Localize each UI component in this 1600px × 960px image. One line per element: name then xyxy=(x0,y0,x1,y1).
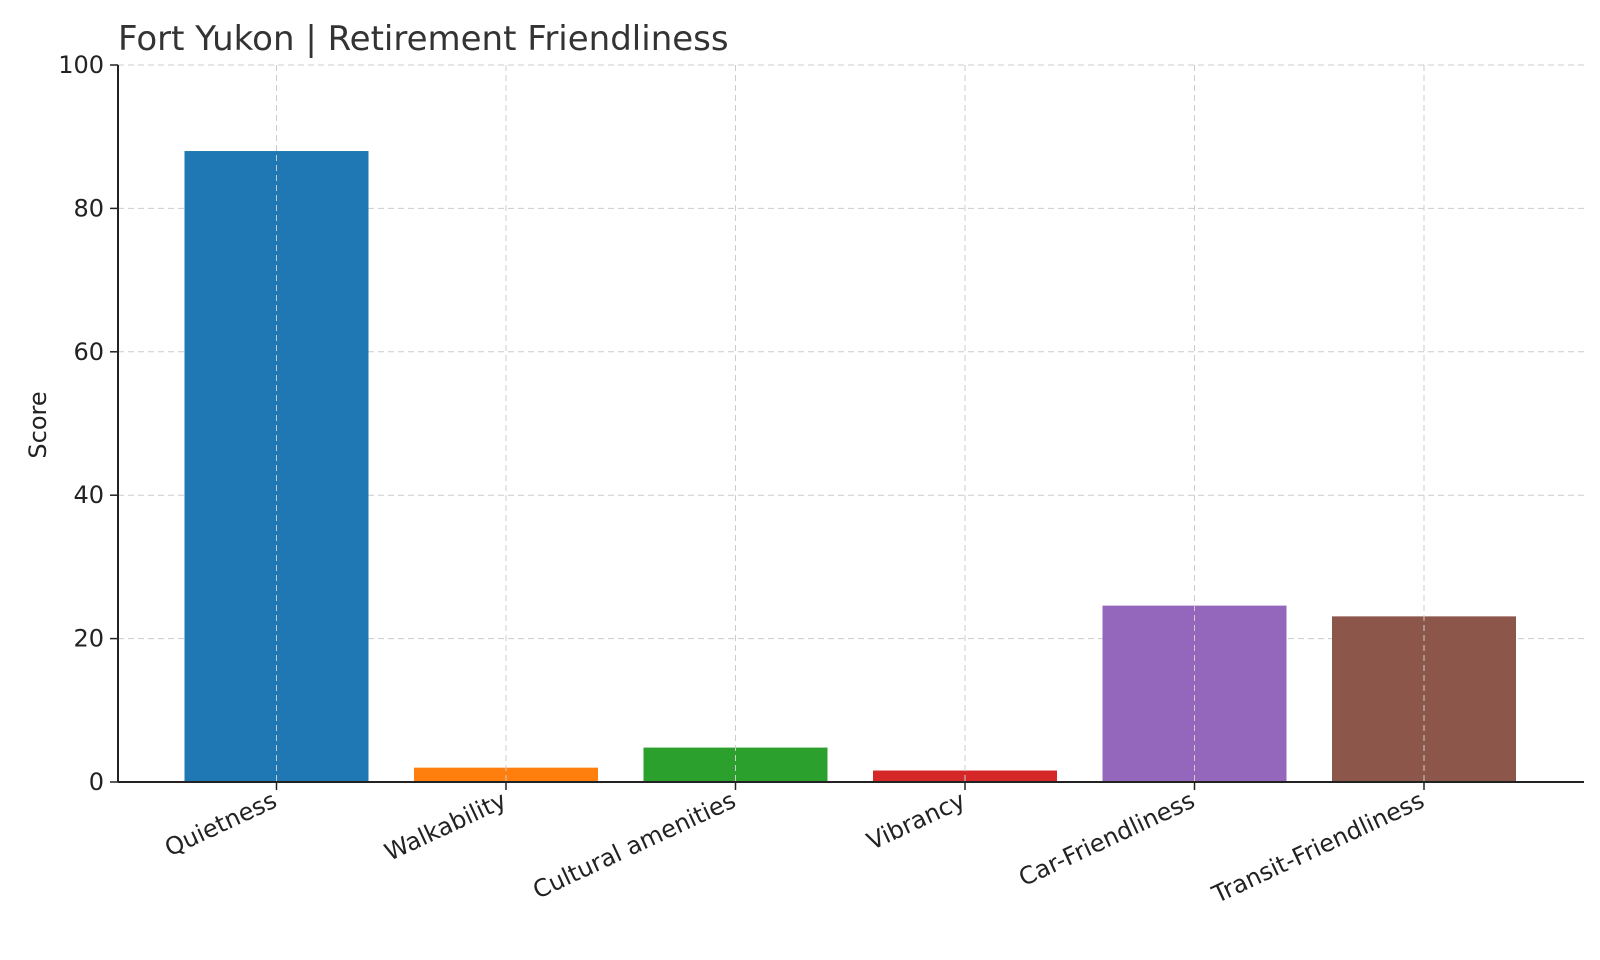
axes xyxy=(110,64,1584,790)
x-tick-label: Car-Friendliness xyxy=(1014,786,1199,892)
y-tick-label: 0 xyxy=(89,768,104,796)
x-tick-label: Transit-Friendliness xyxy=(1207,786,1428,909)
x-tick-label: Vibrancy xyxy=(863,786,970,856)
x-tick-label: Quietness xyxy=(161,786,282,862)
y-tick-label: 80 xyxy=(73,194,104,222)
bar-walkability xyxy=(414,767,598,782)
x-tick-labels: Quietness Walkability Cultural amenities Vi… xyxy=(161,786,1429,909)
y-axis-label: Score xyxy=(24,391,52,458)
x-tick-label: Walkability xyxy=(380,786,510,867)
bars xyxy=(184,151,1516,783)
x-tick-label: Cultural amenities xyxy=(529,786,740,904)
y-tick-label: 40 xyxy=(73,481,104,509)
y-tick-label: 20 xyxy=(73,625,104,653)
y-tick-label: 100 xyxy=(58,51,104,79)
y-tick-labels: 0 20 40 60 80 100 xyxy=(58,51,104,796)
y-tick-label: 60 xyxy=(73,338,104,366)
chart-title: Fort Yukon | Retirement Friendliness xyxy=(118,19,729,59)
